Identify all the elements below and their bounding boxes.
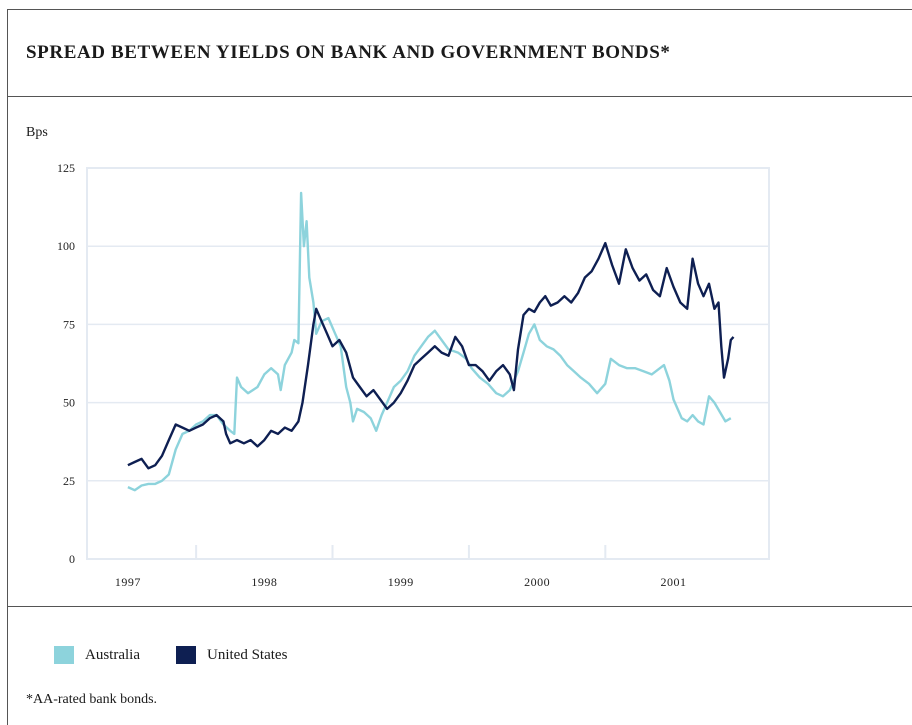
legend-swatch-australia [54,646,74,664]
legend-divider [7,606,912,607]
figure-frame [7,9,912,725]
legend-label-australia: Australia [85,646,140,663]
footnote: *AA-rated bank bonds. [26,692,158,707]
y-tick-label: 75 [63,317,75,331]
x-tick-label: 1998 [251,575,277,589]
x-tick-label: 2001 [661,575,687,589]
title-divider [7,96,912,97]
y-tick-label: 100 [57,239,75,253]
y-tick-label: 0 [69,552,75,566]
series-line-united-states [127,241,735,470]
legend-label-united-states: United States [207,646,288,663]
series-line-australia [127,191,732,492]
x-tick-label: 2000 [524,575,550,589]
x-tick-label: 1997 [115,575,141,589]
x-tick-label: 1999 [388,575,414,589]
chart-title: SPREAD BETWEEN YIELDS ON BANK AND GOVERN… [26,42,671,63]
y-axis-unit-label: Bps [26,125,48,140]
legend-item-united-states: United States [176,646,287,664]
y-tick-label: 25 [63,474,75,488]
plot-area-border [86,167,770,560]
y-tick-label: 50 [63,396,75,410]
legend-item-australia: Australia [54,646,140,664]
y-tick-label: 125 [57,161,75,175]
legend-swatch-united-states [176,646,196,664]
